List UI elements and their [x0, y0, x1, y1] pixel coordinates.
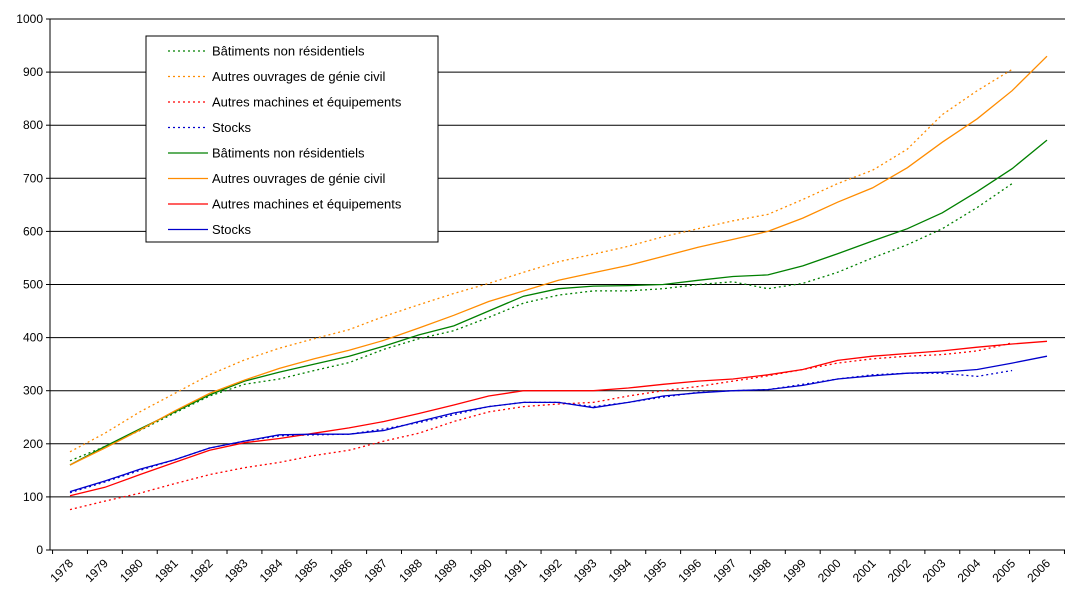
x-tick-label: 1984	[257, 556, 286, 585]
y-tick-label: 500	[23, 278, 43, 292]
legend-label: Stocks	[212, 120, 252, 135]
series-line-7	[69, 355, 1048, 493]
y-tick-label: 300	[23, 384, 43, 398]
x-tick-label: 2005	[989, 556, 1018, 585]
series-line-2	[69, 342, 1013, 511]
x-tick-label: 1986	[326, 556, 355, 585]
legend-label: Stocks	[212, 222, 252, 237]
x-tick-label: 1995	[641, 556, 670, 585]
x-tick-label: 1991	[501, 556, 530, 585]
x-tick-label: 2000	[815, 556, 844, 585]
y-tick-label: 400	[23, 331, 43, 345]
series-line-1	[69, 68, 1013, 453]
x-tick-label: 1983	[222, 556, 251, 585]
x-tick-label: 1997	[710, 556, 739, 585]
x-tick-label: 2004	[955, 556, 984, 585]
x-tick-label: 2001	[850, 556, 879, 585]
x-tick-label: 2002	[885, 556, 914, 585]
x-tick-label: 1999	[780, 556, 809, 585]
series-line-0	[69, 183, 1013, 462]
x-tick-label: 1988	[396, 556, 425, 585]
x-axis: 1978 1979 1980 1981 1982 1983 1984 1985 1986 1987…	[47, 549, 1065, 585]
x-tick-label: 2003	[920, 556, 949, 585]
x-tick-label: 1982	[187, 556, 216, 585]
x-tick-label: 1996	[675, 556, 704, 585]
legend-label: Autres ouvrages de génie civil	[212, 69, 386, 84]
legend-label: Bâtiments non résidentiels	[212, 44, 365, 59]
x-tick-label: 1990	[466, 556, 495, 585]
x-tick-label: 2006	[1024, 556, 1053, 585]
y-tick-label: 0	[36, 543, 43, 557]
x-tick-label: 1993	[571, 556, 600, 585]
legend: Bâtiments non résidentiels Autres ouvrage…	[145, 35, 439, 243]
x-tick-label: 1998	[745, 556, 774, 585]
x-tick-label: 1985	[292, 556, 321, 585]
series-line-4	[69, 139, 1048, 466]
x-tick-label: 1981	[152, 556, 181, 585]
x-tick-label: 1979	[82, 556, 111, 585]
y-tick-label: 600	[23, 224, 43, 238]
x-tick-label: 1987	[361, 556, 390, 585]
series-lines	[69, 55, 1048, 511]
legend-label: Autres machines et équipements	[212, 197, 402, 212]
legend-label: Autres machines et équipements	[212, 95, 402, 110]
y-tick-label: 1000	[16, 12, 43, 26]
y-tick-label: 800	[23, 118, 43, 132]
y-tick-label: 900	[23, 65, 43, 79]
legend-label: Autres ouvrages de génie civil	[212, 171, 386, 186]
y-tick-label: 200	[23, 437, 43, 451]
legend-label: Bâtiments non résidentiels	[212, 146, 365, 161]
series-line-5	[69, 55, 1048, 466]
series-line-6	[69, 340, 1048, 497]
y-tick-label: 700	[23, 171, 43, 185]
legend-box	[145, 35, 439, 243]
x-tick-label: 1989	[431, 556, 460, 585]
y-tick-label: 100	[23, 490, 43, 504]
y-axis: 0 100 200 300 400 500 600 700 800 900 1000	[16, 12, 51, 557]
x-tick-label: 1994	[606, 556, 635, 585]
x-tick-label: 1980	[117, 556, 146, 585]
x-tick-label: 1978	[47, 556, 76, 585]
x-tick-label: 1992	[536, 556, 565, 585]
